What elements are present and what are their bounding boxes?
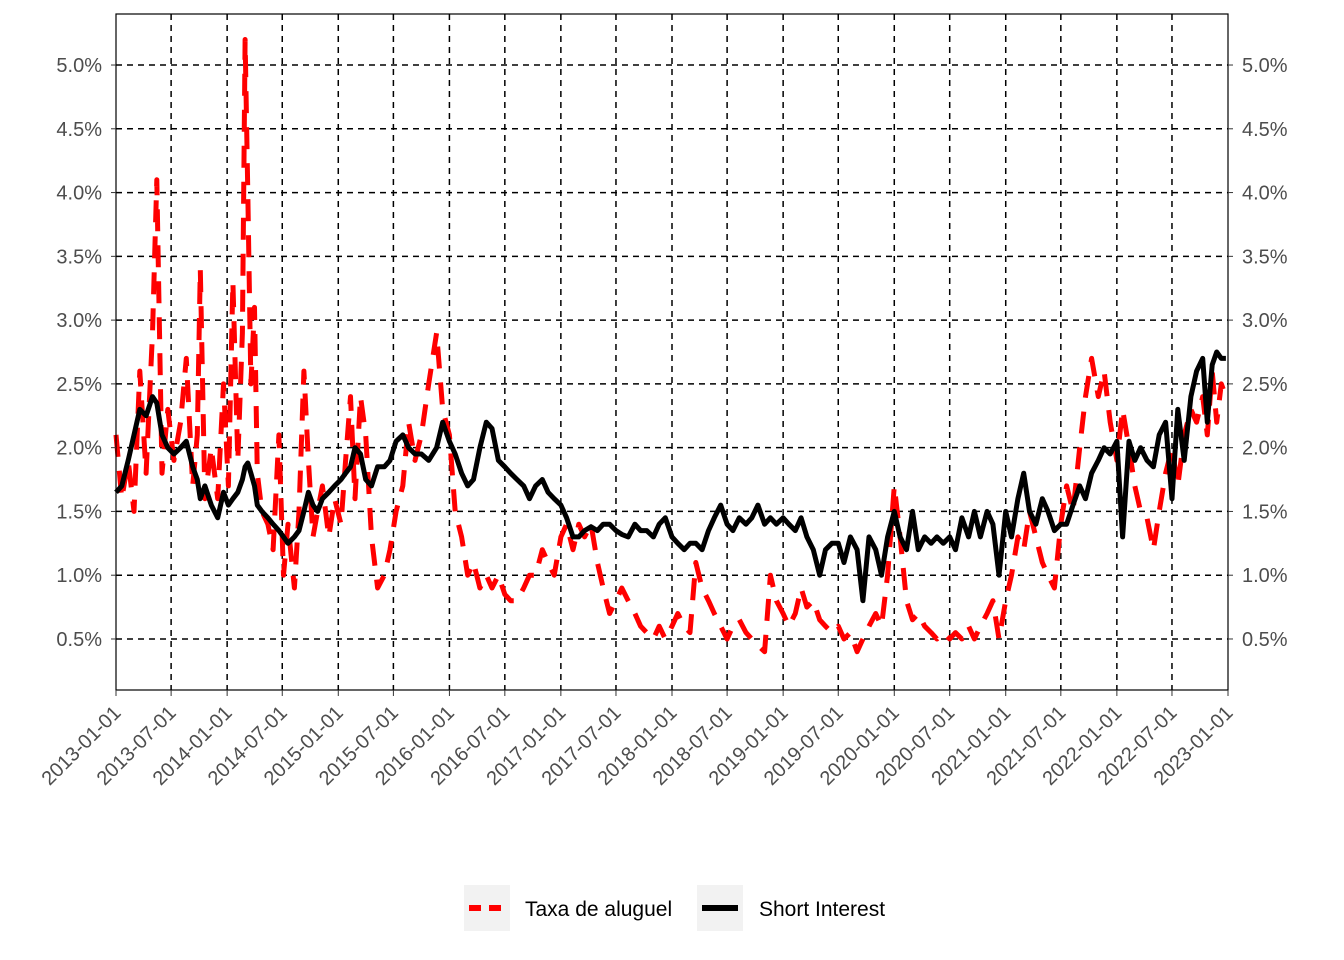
y-tick-label-right: 4.0%	[1242, 183, 1288, 205]
y-tick-label-right: 4.5%	[1242, 119, 1288, 141]
y-tick-label-left: 5.0%	[56, 55, 102, 77]
y-tick-label-left: 1.0%	[56, 565, 102, 587]
y-tick-label-right: 3.5%	[1242, 246, 1288, 268]
y-tick-label-left: 4.5%	[56, 119, 102, 141]
y-tick-label-right: 0.5%	[1242, 629, 1288, 651]
series-taxa-de-aluguel	[113, 37, 1229, 655]
y-tick-label-right: 2.0%	[1242, 438, 1288, 460]
y-tick-label-left: 1.5%	[56, 501, 102, 523]
y-tick-label-left: 3.5%	[56, 246, 102, 268]
legend-label-taxa-de-aluguel: Taxa de aluguel	[525, 898, 672, 921]
y-tick-label-left: 3.0%	[56, 310, 102, 332]
y-tick-label-left: 2.0%	[56, 438, 102, 460]
y-tick-label-right: 5.0%	[1242, 55, 1288, 77]
y-tick-label-right: 2.5%	[1242, 374, 1288, 396]
series-short-interest	[114, 349, 1226, 604]
y-tick-label-left: 2.5%	[56, 374, 102, 396]
y-tick-label-right: 1.0%	[1242, 565, 1288, 587]
legend-label-short-interest: Short Interest	[759, 898, 885, 921]
y-tick-label-right: 1.5%	[1242, 501, 1288, 523]
series-lines	[113, 37, 1229, 655]
y-tick-label-right: 3.0%	[1242, 310, 1288, 332]
grid-lines	[116, 14, 1228, 690]
legend: Taxa de aluguel Short Interest	[464, 885, 885, 931]
y-tick-label-left: 4.0%	[56, 183, 102, 205]
y-tick-label-left: 0.5%	[56, 629, 102, 651]
